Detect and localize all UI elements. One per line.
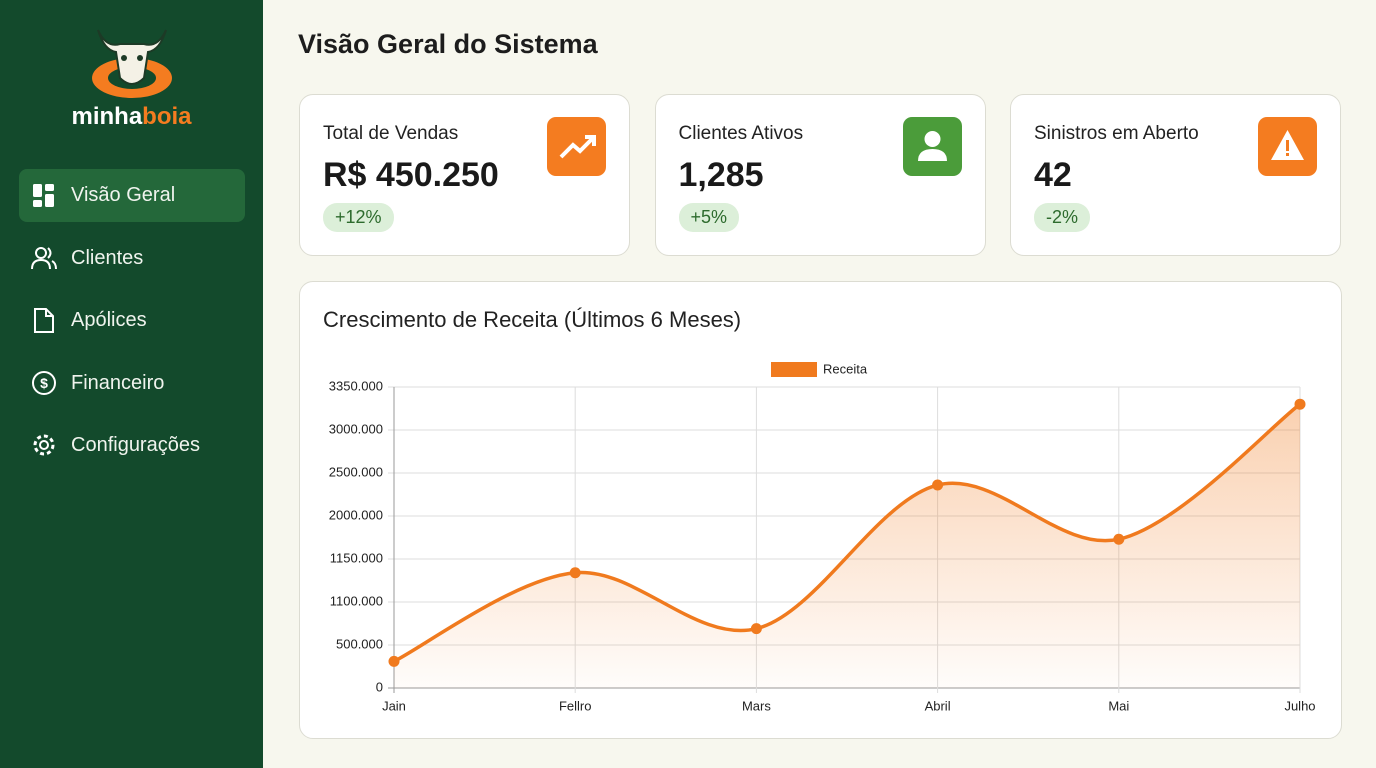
y-tick-label: 2000.000 (329, 507, 383, 522)
nav-icon (33, 184, 54, 207)
nav-label: Financeiro (71, 371, 165, 394)
card-label: Clientes Ativos (678, 123, 804, 144)
card-change: +5% (678, 203, 740, 232)
nav-label: Clientes (71, 246, 144, 269)
card-icon (547, 117, 606, 176)
point (932, 479, 944, 491)
chart-card: Crescimento de Receita (Últimos 6 Meses)… (299, 281, 1342, 739)
x-tick-label: Jain (382, 698, 406, 713)
page-title: Visão Geral do Sistema (298, 29, 598, 59)
card-change: +12% (323, 203, 394, 232)
area (394, 404, 1300, 688)
legend-swatch (771, 362, 817, 377)
sidebar: minhaboia Visão Geral Clientes Apólices $ Fi… (0, 0, 263, 768)
point (388, 655, 400, 667)
x-tick-label: Abril (925, 698, 951, 713)
stat-card: Sinistros em Aberto 42 -2% (1010, 94, 1341, 256)
y-tick-label: 0 (376, 679, 383, 694)
brand-first: minha (71, 103, 143, 130)
legend-label: Receita (823, 361, 868, 376)
x-tick-label: Julho (1284, 698, 1315, 713)
nav-icon (34, 308, 54, 333)
nav-label: Configurações (71, 434, 200, 456)
x-tick-label: Mars (742, 698, 771, 713)
card-change: -2% (1034, 203, 1091, 232)
stat-card: Clientes Ativos 1,285 +5% (654, 94, 986, 256)
logo (92, 29, 172, 98)
icon-glyph (1271, 130, 1304, 160)
x-tick-label: Mai (1108, 698, 1129, 713)
y-tick-label: 1100.000 (330, 593, 383, 608)
nav-label: Visão Geral (71, 184, 176, 206)
x-tick-label: Fellro (559, 698, 592, 713)
y-tick-label: 500.000 (336, 636, 383, 651)
brand-second: boia (142, 103, 192, 130)
chart-title: Crescimento de Receita (Últimos 6 Meses) (323, 307, 741, 332)
nav-item[interactable]: $ Financeiro (19, 357, 245, 410)
point (569, 567, 581, 579)
point (1113, 533, 1125, 545)
svg-text:$: $ (40, 375, 48, 391)
card-icon (902, 117, 962, 176)
card-value: 42 (1034, 156, 1072, 194)
y-tick-label: 2500.000 (329, 464, 383, 479)
nav-icon: $ (32, 370, 56, 395)
y-tick-label: 3000.000 (329, 421, 383, 436)
point (750, 623, 762, 635)
line (393, 402, 1302, 663)
card-value: 1,285 (678, 156, 764, 194)
point (1294, 398, 1306, 410)
brand: minhaboia (0, 103, 263, 131)
nav-item[interactable]: Configurações (19, 419, 245, 472)
nav-item[interactable]: Visão Geral (19, 169, 245, 222)
card-value: R$ 450.250 (323, 156, 499, 194)
nav-item[interactable]: Apólices (19, 294, 245, 347)
nav-label: Apólices (71, 309, 147, 331)
card-label: Total de Vendas (323, 123, 459, 144)
icon-glyph (559, 135, 596, 159)
card-icon (1258, 117, 1317, 176)
y-tick-label: 3350.000 (329, 378, 383, 393)
chart: Crescimento de Receita (Últimos 6 Meses)… (323, 307, 1316, 714)
y-tick-label: 1150.000 (330, 550, 383, 565)
card-label: Sinistros em Aberto (1034, 123, 1199, 144)
nav-icon (31, 246, 57, 269)
icon-glyph (917, 131, 947, 161)
nav-icon (33, 434, 55, 456)
stat-card: Total de Vendas R$ 450.250 +12% (299, 94, 630, 256)
nav-item[interactable]: Clientes (19, 232, 245, 285)
